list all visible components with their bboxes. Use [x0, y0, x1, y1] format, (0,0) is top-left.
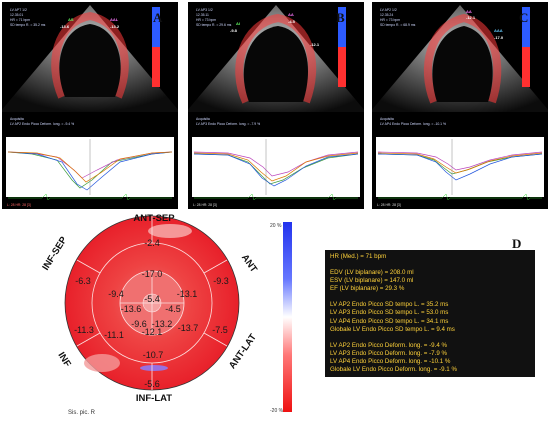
panel-d-letter: D [512, 236, 522, 251]
svg-text:AAA: AAA [494, 28, 503, 33]
svg-text:AAL: AAL [110, 17, 119, 22]
svg-text:HR = 71 bpm: HR = 71 bpm [10, 18, 30, 22]
svg-text:LV APT 1/2: LV APT 1/2 [10, 8, 27, 12]
wall-label-ant: ANT [239, 252, 259, 274]
measurement-line: EDV (LV biplanare) = 208.0 ml [330, 269, 414, 277]
svg-text:Acquisita: Acquisita [10, 117, 24, 121]
svg-text:12.35.24: 12.35.24 [380, 13, 393, 17]
echo-image-c: LV AP2 1/2 12.35.24 HR = 73 bpm SD tempo… [372, 5, 548, 207]
seg-apical-sep-ant: -13.6 [121, 304, 142, 314]
seg-basal-inf: -11.3 [74, 325, 94, 335]
echo-panel-b: LV AP3 1/2 12.35.11 HR = 73 bpm SD tempo… [188, 2, 364, 209]
svg-text:Acquisita: Acquisita [380, 117, 394, 121]
svg-text:-12.1: -12.1 [310, 42, 320, 47]
svg-text:LV AP2 1/2: LV AP2 1/2 [380, 8, 397, 12]
measurement-line: LV AP4 Endo Picco Deform. long. = -10.1 … [330, 357, 451, 365]
svg-text:HR = 73 bpm: HR = 73 bpm [196, 18, 216, 22]
measurements-panel: HR (Med.) = 71 bpm EDV (LV biplanare) = 2… [325, 250, 535, 378]
measurement-line: ESV (LV biplanare) = 147.0 ml [330, 277, 414, 285]
seg-apical-inf-lat: -13.2 [152, 319, 173, 329]
seg-basal-ant: -9.3 [213, 276, 229, 286]
seg-mid-ant: -13.1 [177, 289, 198, 299]
svg-text:LV AP4 Endo Picco Deform. long: LV AP4 Endo Picco Deform. long. = -10.1 … [380, 122, 446, 126]
svg-text:-4.5: -4.5 [288, 19, 296, 24]
measurement-line: LV AP3 Endo Picco SD tempo L. = 53.0 ms [330, 309, 449, 317]
seg-mid-ant-lat: -13.7 [178, 323, 199, 333]
svg-text:12.35.11: 12.35.11 [196, 13, 209, 17]
svg-text:LV AP3 1/2: LV AP3 1/2 [196, 8, 213, 12]
svg-text:LV AP3 Endo Picco Deform. long: LV AP3 Endo Picco Deform. long. = -7.9 % [196, 122, 260, 126]
stats-spacer [330, 334, 530, 342]
echo-panel-c: LV AP2 1/2 12.35.24 HR = 73 bpm SD tempo… [372, 2, 548, 209]
bullseye-panel: -2.4 -9.3 -7.5 -5.6 -11.3 -6.3 -17.0 -13… [2, 213, 292, 419]
echo-image-b: LV AP3 1/2 12.35.11 HR = 73 bpm SD tempo… [188, 5, 364, 207]
measurement-line: LV AP3 Endo Picco Deform. long. = -7.9 % [330, 349, 447, 357]
wall-label-inf: INF [55, 350, 73, 369]
scale-min-label: -20 % [270, 408, 284, 414]
svg-text:-9.8: -9.8 [230, 28, 238, 33]
seg-apical-inf: -12.1 [142, 327, 163, 337]
seg-apical-lat: -4.5 [165, 304, 181, 314]
measurement-line: LV AP2 Endo Picco Deform. long. = -9.4 % [330, 341, 447, 349]
seg-basal-ant-lat: -7.5 [212, 325, 228, 335]
svg-text:AA: AA [466, 9, 472, 14]
seg-mid-ant-sep: -17.0 [142, 269, 163, 279]
bullseye-footer: Sis. pic. R [68, 410, 96, 416]
wall-label-ant-sep: ANT-SEP [133, 213, 175, 224]
scale-max-label: 20 % [270, 223, 282, 229]
svg-text:HR = 73 bpm: HR = 73 bpm [380, 18, 400, 22]
stats-spacer [330, 261, 530, 269]
measurement-line: Globale LV Endo Picco SD tempo L. = 9.4 … [330, 325, 455, 333]
svg-text:-13.6: -13.6 [60, 24, 70, 29]
panel-a-letter: A [153, 10, 163, 25]
svg-text:L: 28 HR: 28 [3]: L: 28 HR: 28 [3] [377, 203, 401, 207]
seg-apical-ant: -5.4 [144, 294, 160, 304]
strain-color-scale [283, 222, 292, 412]
seg-mid-inf-sep: -9.4 [108, 289, 124, 299]
svg-text:Acquisita: Acquisita [196, 117, 210, 121]
measurement-line: EF (LV biplanare) = 29.3 % [330, 285, 405, 293]
svg-text:SD tempo R. = 68.9 ms: SD tempo R. = 68.9 ms [380, 23, 416, 27]
seg-basal-inf-lat: -5.6 [144, 379, 160, 389]
svg-text:SD tempo R. = 29.6 ms: SD tempo R. = 29.6 ms [196, 23, 232, 27]
seg-basal-ant-sep: -2.4 [144, 238, 160, 248]
measurement-line: HR (Med.) = 71 bpm [330, 253, 387, 260]
svg-text:AS: AS [68, 17, 74, 22]
svg-text:AA: AA [288, 12, 294, 17]
echo-image-a: LV APT 1/2 12.35.01 HR = 71 bpm SD tempo… [2, 5, 178, 207]
svg-text:AI: AI [236, 21, 240, 26]
bullseye-plot: -2.4 -9.3 -7.5 -5.6 -11.3 -6.3 -17.0 -13… [40, 213, 259, 404]
seg-apical-sep: -9.6 [131, 319, 147, 329]
svg-text:SD tempo R. = 35.2 ms: SD tempo R. = 35.2 ms [10, 23, 46, 27]
svg-text:-13.2: -13.2 [110, 24, 120, 29]
echo-panel-a: LV APT 1/2 12.35.01 HR = 71 bpm SD tempo… [2, 2, 178, 209]
svg-text:L: 28 HR: 28 [3]: L: 28 HR: 28 [3] [193, 203, 217, 207]
measurement-line: LV AP4 Endo Picco SD tempo L. = 34.1 ms [330, 317, 449, 325]
svg-text:LV AP2 Endo Picco Deform. long: LV AP2 Endo Picco Deform. long. = -9.4 % [10, 122, 74, 126]
svg-text:12.35.01: 12.35.01 [10, 13, 23, 17]
seg-basal-inf-sep: -6.3 [75, 276, 91, 286]
panel-c-letter: C [519, 10, 529, 25]
svg-text:-17.0: -17.0 [494, 35, 504, 40]
svg-text:L: 28 HR: 28 [3]: L: 28 HR: 28 [3] [7, 203, 31, 207]
wall-label-inf-sep: INF-SEP [40, 234, 70, 272]
stats-spacer [330, 293, 530, 301]
seg-mid-inf-lat: -10.7 [143, 350, 164, 360]
svg-text:-12.1: -12.1 [466, 15, 476, 20]
seg-mid-inf: -11.1 [104, 330, 124, 340]
wall-label-inf-lat: INF-LAT [136, 393, 172, 404]
measurement-line: Globale LV Endo Picco Deform. long. = -9… [330, 366, 457, 374]
panel-b-letter: B [336, 10, 345, 25]
measurement-line: LV AP2 Endo Picco SD tempo L. = 35.2 ms [330, 301, 449, 309]
